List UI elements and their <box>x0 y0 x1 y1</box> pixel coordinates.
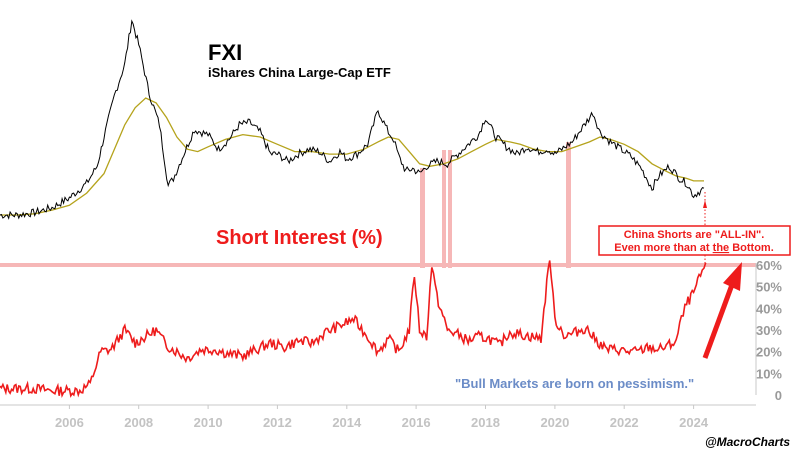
x-tick-label: 2008 <box>124 415 153 430</box>
y-tick-label: 30% <box>756 323 782 338</box>
y-tick-label: 40% <box>756 301 782 316</box>
bottom-marker-arrow <box>703 200 707 208</box>
x-tick-label: 2016 <box>402 415 431 430</box>
annotation-line-1: China Shorts are "ALL-IN". <box>624 229 765 241</box>
rising-arrow <box>702 262 742 359</box>
x-tick-label: 2010 <box>194 415 223 430</box>
y-tick-labels: 0 10% 20% 30% 40% 50% 60% <box>756 258 782 403</box>
highlight-band-2016-b <box>448 150 452 268</box>
annotation-box: China Shorts are "ALL-IN". Even more tha… <box>598 225 791 256</box>
panel-label: Short Interest (%) <box>216 227 383 249</box>
x-tick-label: 2020 <box>540 415 569 430</box>
short-interest-line <box>0 260 707 398</box>
highlight-bands <box>0 142 756 268</box>
x-tick-label: 2024 <box>679 415 709 430</box>
y-tick-label: 20% <box>756 345 782 360</box>
x-tick-labels: 2006 2008 2010 2012 2014 2016 2018 2020 2022 2024 <box>55 405 709 430</box>
x-tick-label: 2006 <box>55 415 84 430</box>
y-tick-label: 50% <box>756 280 782 295</box>
highlight-band-2019 <box>566 142 571 268</box>
annotation-box-frame <box>598 225 791 256</box>
moving-average-line <box>0 97 704 216</box>
chart-title: FXI <box>208 40 242 65</box>
y-tick-label: 60% <box>756 258 782 273</box>
highlight-band-2015 <box>420 168 425 268</box>
x-tick-label: 2012 <box>263 415 292 430</box>
x-tick-label: 2018 <box>471 415 500 430</box>
rising-arrow-shaft <box>702 281 736 359</box>
highlight-level-line <box>0 263 756 267</box>
rising-arrow-head <box>723 262 742 291</box>
y-tick-label: 10% <box>756 366 782 381</box>
x-tick-label: 2022 <box>610 415 639 430</box>
x-tick-label: 2014 <box>332 415 362 430</box>
y-tick-label: 0 <box>775 388 782 403</box>
credit-text: @MacroCharts <box>705 435 790 449</box>
quote-text: "Bull Markets are born on pessimism." <box>455 376 694 391</box>
chart-subtitle: iShares China Large-Cap ETF <box>208 65 391 80</box>
price-line <box>0 19 705 220</box>
highlight-band-2016-a <box>442 150 446 268</box>
annotation-line-2: Even more than at the Bottom. <box>614 242 774 254</box>
